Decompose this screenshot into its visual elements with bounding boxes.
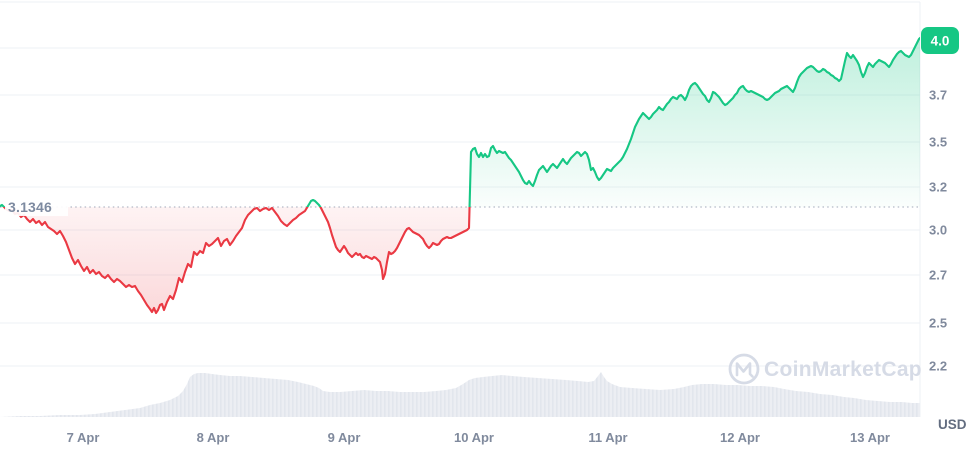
- y-axis-label: 3.7: [929, 88, 947, 103]
- x-axis-label: 7 Apr: [67, 430, 100, 445]
- baseline-label-backdrop: [5, 198, 68, 216]
- price-area-green: [0, 38, 920, 207]
- price-line-above-baseline: [0, 36, 920, 207]
- current-price-label: 4.0: [931, 34, 950, 49]
- coinmarketcap-watermark: CoinMarketCap: [728, 353, 922, 385]
- y-axis-label: 2.7: [929, 268, 947, 283]
- current-price-badge: 4.0: [921, 27, 959, 54]
- baseline-price-label: 3.1346: [8, 199, 52, 215]
- x-axis-label: 9 Apr: [328, 430, 361, 445]
- y-axis-labels: 3.7 3.5 3.2 3.0 2.7 2.5 2.2: [929, 88, 947, 374]
- x-axis-label: 12 Apr: [720, 430, 760, 445]
- x-axis-label: 10 Apr: [454, 430, 494, 445]
- x-axis-label: 8 Apr: [197, 430, 230, 445]
- y-axis-label: 3.0: [929, 223, 947, 238]
- y-axis-label: 2.2: [929, 359, 947, 374]
- x-axis-labels: 7 Apr 8 Apr 9 Apr 10 Apr 11 Apr 12 Apr 13 Apr: [67, 430, 890, 445]
- y-axis-label: 2.5: [929, 316, 947, 331]
- coinmarketcap-logo-icon: [728, 353, 760, 385]
- y-axis-label: 3.5: [929, 135, 947, 150]
- volume-area: [0, 372, 920, 417]
- usd-label: USD: [938, 417, 967, 432]
- price-line-below-baseline: [0, 207, 471, 315]
- x-axis-label: 11 Apr: [588, 430, 627, 445]
- watermark-label: CoinMarketCap: [764, 358, 922, 381]
- price-area-red: [0, 207, 920, 313]
- x-axis-label: 13 Apr: [850, 430, 890, 445]
- y-axis-label: 3.2: [929, 180, 947, 195]
